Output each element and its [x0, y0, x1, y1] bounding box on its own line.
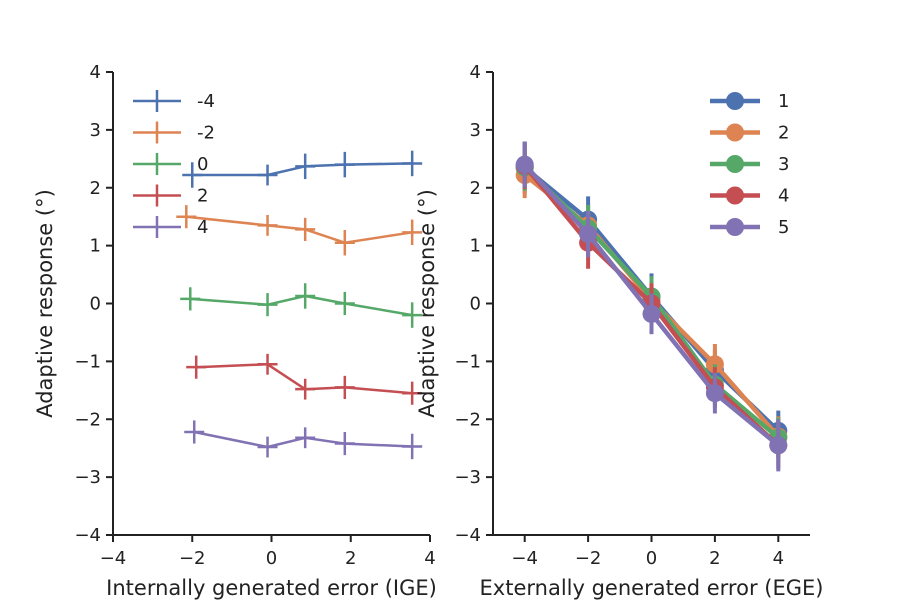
left-panel-ige: −4 −3 −2 −1 0 1 2 3 4 −4 −2 0 2 4 Internally generated…	[33, 62, 437, 600]
y-axis-label: Adaptive response (°)	[33, 189, 57, 418]
y-tick-label: 3	[90, 120, 101, 141]
series-0	[180, 283, 423, 328]
y-tick-label: 2	[470, 178, 481, 199]
data-point	[642, 304, 661, 323]
y-axis-label: Adaptive response (°)	[415, 189, 439, 418]
x-tick-label: −2	[179, 548, 206, 569]
y-tick-label: 4	[90, 62, 101, 83]
series-4	[184, 420, 423, 460]
y-tick-label: −2	[74, 409, 101, 430]
x-tick-label: 0	[266, 548, 277, 569]
x-axis-label: Internally generated error (IGE)	[106, 576, 437, 600]
y-tick-label: 1	[90, 236, 101, 257]
legend-label: 2	[197, 186, 208, 207]
series-line	[193, 430, 413, 449]
legend-marker	[726, 155, 744, 173]
legend-label: 4	[778, 186, 789, 207]
y-tick-label: −2	[454, 409, 481, 430]
y-tick-label: −1	[454, 351, 481, 372]
x-axis-label: Externally generated error (EGE)	[480, 576, 824, 600]
x-tick-label: −4	[100, 548, 127, 569]
series-5	[515, 141, 788, 472]
y-tick-label: 4	[470, 62, 481, 83]
series-line	[190, 294, 413, 317]
y-tick-label: 3	[470, 120, 481, 141]
legend-label: -4	[197, 91, 215, 112]
y-tick-label: −3	[74, 467, 101, 488]
y-tick-label: −4	[74, 525, 101, 546]
legend-label: 3	[778, 154, 789, 175]
legend-label: 0	[197, 154, 208, 175]
x-tick-label: 0	[646, 548, 657, 569]
right-panel-ege: −4 −3 −2 −1 0 1 2 3 4 −4 −2 0 2 4 Externally generated…	[415, 62, 823, 600]
x-tick-label: 2	[345, 548, 356, 569]
legend-marker	[726, 92, 744, 110]
legend-label: 1	[778, 91, 789, 112]
data-point	[769, 436, 788, 455]
y-tick-label: 0	[90, 294, 101, 315]
legend-label: 5	[778, 217, 789, 238]
x-tick-label: 4	[773, 548, 784, 569]
data-point	[579, 225, 598, 244]
data-point	[705, 384, 724, 403]
y-tick-label: −1	[74, 351, 101, 372]
legend-label: 2	[778, 123, 789, 144]
x-tick-label: −2	[575, 548, 602, 569]
data-point	[515, 155, 534, 174]
legend-marker	[726, 123, 744, 142]
legend: -4 -2 0 2 4	[133, 90, 215, 238]
legend-label: 4	[197, 217, 208, 238]
x-tick-label: 4	[424, 548, 435, 569]
x-tick-label: −4	[511, 548, 538, 569]
legend: 1 2 3 4 5	[710, 91, 789, 238]
series--2	[176, 205, 423, 256]
y-tick-label: 2	[90, 178, 101, 199]
legend-label: -2	[197, 123, 215, 144]
y-tick-label: −3	[454, 467, 481, 488]
x-tick-label: 2	[709, 548, 720, 569]
y-tick-label: −4	[454, 525, 481, 546]
series-2	[186, 353, 423, 405]
y-tick-label: 0	[470, 294, 481, 315]
legend-marker	[726, 186, 744, 205]
y-tick-label: 1	[470, 236, 481, 257]
legend-marker	[726, 218, 744, 236]
series--4	[182, 150, 423, 188]
